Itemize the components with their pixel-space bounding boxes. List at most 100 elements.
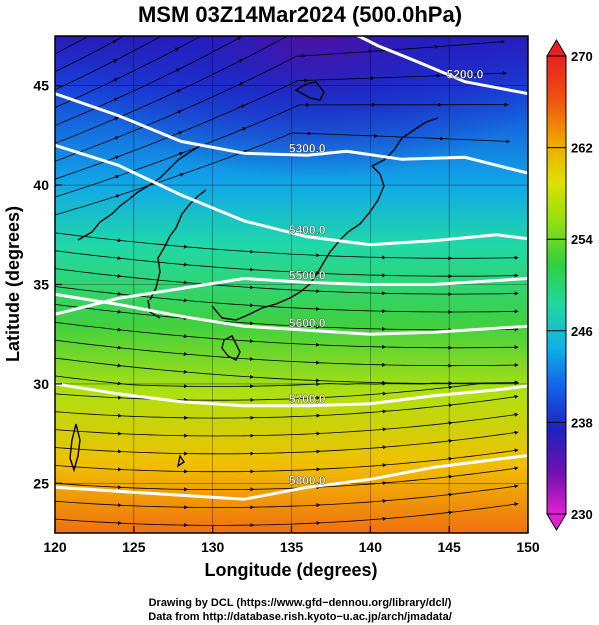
colorbar-tick-label: 246 (571, 324, 593, 339)
streamline-segment (117, 89, 182, 118)
height-contour-line (55, 292, 528, 336)
height-contours: 5200.0 5300.0 5400.0 5500.0 5600.0 5700.0 5800… (55, 36, 528, 501)
x-tick-label: 140 (359, 539, 383, 555)
streamline-segment (186, 264, 254, 272)
streamline-segment (385, 474, 453, 484)
streamline-segment (55, 36, 90, 55)
streamline-segment (55, 78, 118, 108)
streamline-segment (385, 421, 453, 430)
streamline-segment (55, 36, 56, 37)
streamline-segment (55, 357, 122, 368)
streamline-segment (451, 502, 519, 513)
height-contour-label: 5400.0 (289, 223, 326, 237)
streamline-segment (253, 413, 321, 419)
streamline-segment (55, 136, 120, 162)
colorbar-tick-label: 230 (571, 507, 593, 522)
height-contour-line (55, 276, 528, 316)
streamline-segment (451, 380, 519, 385)
streamline-segment (253, 431, 321, 436)
streamline-segment (253, 467, 321, 472)
plot-area: 5200.0 5300.0 5400.0 5500.0 5600.0 5700.0 5800… (55, 36, 528, 533)
streamline-segment (117, 47, 180, 80)
streamline-segment (451, 309, 519, 314)
streamline-segment (253, 376, 320, 383)
streamline-segment (253, 251, 320, 258)
streamline-segment (120, 383, 188, 389)
streamline-segment (253, 358, 320, 365)
x-tick-label: 130 (201, 539, 225, 555)
streamline-segment (55, 286, 122, 296)
streamline-segment (186, 336, 254, 344)
streamline-segment (245, 102, 310, 129)
height-contour-label: 5200.0 (447, 68, 484, 82)
streamline-segment (55, 59, 118, 91)
x-tick-label: 120 (43, 539, 67, 555)
x-axis: 120 125 130 135 140 145 150 Longitude (degrees… (43, 526, 540, 580)
streamline-segment (55, 375, 122, 386)
colorbar-tick-label: 254 (571, 232, 593, 247)
y-tick-label: 25 (33, 475, 49, 491)
streamline-segment (451, 412, 519, 424)
streamline-segment (55, 482, 122, 490)
colorbar-tick-label: 238 (571, 415, 593, 430)
streamline-segment (319, 427, 387, 434)
height-contour-label: 5800.0 (289, 473, 326, 487)
streamline-segment (120, 258, 188, 267)
streamline-segment (121, 469, 189, 474)
streamline-segment (385, 363, 453, 368)
y-tick-label: 35 (33, 277, 49, 293)
height-contour-line (55, 454, 528, 501)
x-tick-label: 150 (516, 539, 540, 555)
height-contour-line (55, 92, 528, 175)
streamline-segment (311, 133, 378, 138)
streamline-segment (319, 344, 387, 349)
streamline-segment (183, 149, 248, 175)
streamline-segment (55, 500, 122, 508)
colorbar-tick-label: 270 (571, 49, 593, 64)
streamline-segment (319, 272, 387, 278)
streamline-segment (55, 117, 119, 144)
x-axis-ticks: 120 125 130 135 140 145 150 (43, 526, 540, 555)
streamline-segment (451, 430, 519, 441)
streamline-segment (55, 321, 122, 332)
credit-line-2: Data from http://database.rish.kyoto−u.a… (148, 611, 452, 623)
streamline-segment (243, 53, 307, 83)
streamline-segment (55, 304, 122, 314)
streamline-segment (117, 68, 181, 99)
streamline-segment (178, 36, 202, 49)
streamline-segment (55, 250, 122, 261)
streamline-segment (55, 339, 122, 350)
streamline-segment (377, 135, 445, 141)
streamline-segment (385, 381, 453, 386)
streamline-segment (55, 465, 122, 472)
streamline-segment (319, 409, 387, 416)
height-contour-line (355, 36, 528, 96)
streamline-segment (55, 429, 122, 436)
streamline-segment (319, 481, 387, 488)
streamline-segment (120, 329, 188, 339)
streamline-segment (55, 232, 122, 243)
credit-line-1: Drawing by DCL (https://www.gfd−dennou.o… (149, 597, 452, 609)
streamline-segment (385, 274, 453, 279)
streamline-segment (319, 516, 387, 524)
streamline-segment (120, 365, 188, 374)
streamline-segment (121, 433, 189, 438)
y-axis-label: Latitude (degrees) (3, 206, 23, 362)
streamline-segment (451, 466, 519, 477)
streamline-segment (451, 345, 519, 350)
streamline-segment (119, 172, 185, 196)
streamline-segment (305, 49, 373, 57)
streamline-segment (118, 110, 182, 138)
streamline-segment (55, 411, 122, 418)
streamline-segment (253, 503, 321, 508)
streamline-segment (55, 97, 119, 126)
streamline-segment (319, 463, 387, 470)
y-tick-label: 30 (33, 376, 49, 392)
streamline-segment (253, 323, 320, 329)
streamline-segment (451, 394, 519, 406)
height-contour-label: 5700.0 (289, 392, 326, 406)
streamline-segment (385, 492, 453, 502)
streamline-segment (120, 347, 188, 356)
height-contour-label: 5500.0 (289, 269, 326, 283)
